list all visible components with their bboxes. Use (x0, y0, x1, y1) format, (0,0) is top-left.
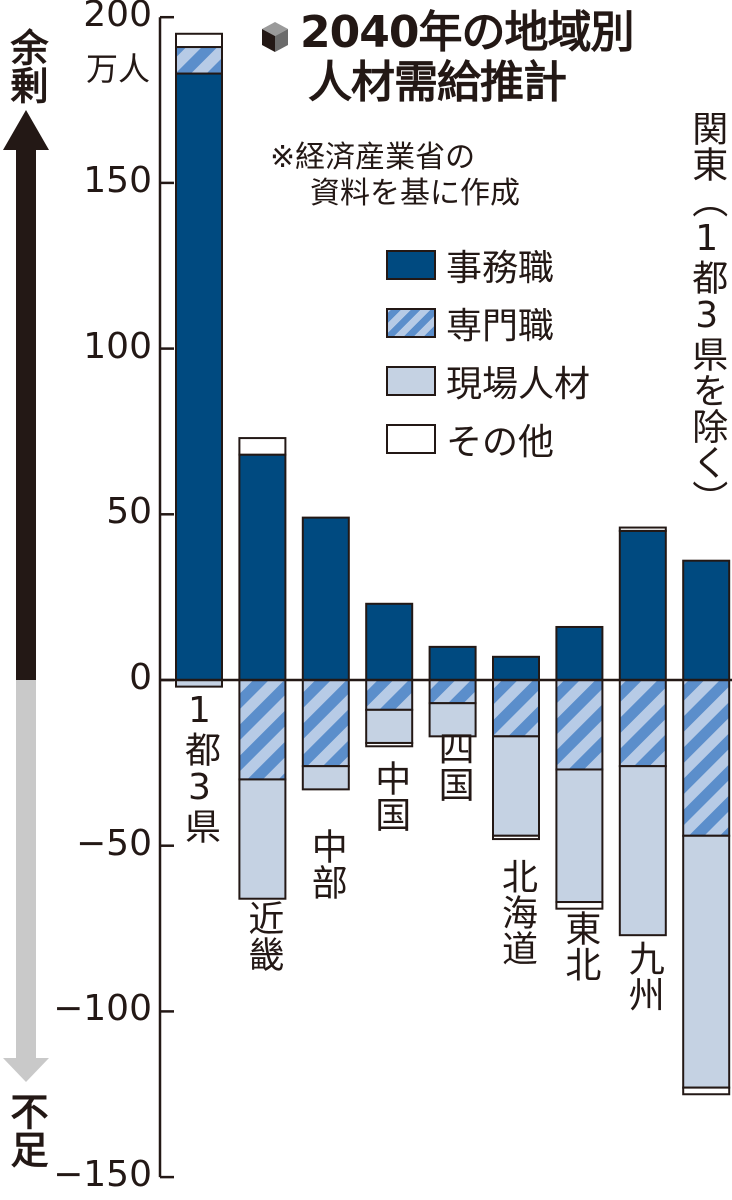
shortage-arrow-icon (3, 680, 49, 1082)
bar-segment (301, 516, 350, 682)
category-label: 四国 (432, 730, 474, 802)
surplus-arrow-icon (3, 110, 49, 680)
field-swatch-icon (386, 366, 436, 396)
bar-segment (175, 32, 223, 49)
category-label: 九州 (622, 940, 664, 1012)
bar-segment (492, 834, 540, 841)
y-axis (158, 15, 174, 1179)
bar-segment (238, 778, 287, 900)
legend-item-field: 現場人材 (386, 352, 590, 410)
bar-segment (492, 655, 540, 682)
specialist-swatch-icon (386, 308, 436, 338)
title-line-1: 2040年の地域別 (300, 7, 634, 58)
office-swatch-icon (386, 250, 436, 280)
bar-segment (618, 765, 667, 937)
bar-group (682, 559, 731, 1096)
y-tick-label: −150 (53, 1154, 152, 1196)
bar-group (238, 437, 287, 900)
surplus-label: 余剰 (4, 28, 48, 104)
bar-segment (555, 768, 604, 904)
bar-segment (618, 526, 667, 532)
legend-item-specialist: 専門職 (386, 294, 590, 352)
bar-group (428, 645, 477, 738)
legend-item-office: 事務職 (386, 236, 590, 294)
bar-segment (365, 741, 414, 748)
y-tick-label: −100 (53, 988, 152, 1030)
bar-segment (301, 765, 350, 791)
y-tick-label: 150 (83, 159, 152, 201)
note-line-2: 資料を基に作成 (310, 176, 520, 211)
bar-segment (682, 834, 731, 1089)
bar-segment (618, 529, 667, 681)
bar-group (175, 32, 223, 688)
category-label: 北海道 (496, 858, 537, 966)
bar-segment (555, 679, 604, 771)
bar-segment (682, 679, 731, 837)
y-tick-label: 50 (106, 491, 152, 533)
shortage-label: 不足 (4, 1092, 48, 1168)
category-label: 中部 (305, 828, 347, 900)
other-swatch-icon (386, 424, 436, 454)
bars (175, 32, 731, 1096)
bar-segment (175, 46, 223, 75)
bar-segment (428, 679, 477, 705)
legend-label: 専門職 (446, 306, 555, 347)
category-label: 関東（1都3県を除く） (686, 110, 728, 516)
bar-segment (492, 735, 540, 837)
category-label: 1都3県 (179, 690, 220, 844)
title-line-2: 人材需給推計 (308, 57, 567, 108)
bar-group (555, 625, 604, 910)
bar-segment (555, 901, 604, 910)
bar-segment (492, 679, 540, 738)
y-tick-label: 200 (83, 0, 152, 36)
bar-segment (365, 708, 414, 744)
bar-segment (428, 645, 477, 681)
legend-label: 現場人材 (446, 364, 591, 405)
bar-segment (238, 437, 287, 456)
legend-item-other: その他 (386, 410, 590, 468)
bar-group (618, 526, 667, 937)
bar-segment (238, 679, 287, 781)
bar-segment (365, 602, 414, 682)
y-tick-label: 100 (83, 325, 152, 367)
category-label: 東北 (559, 910, 601, 982)
bar-segment (555, 625, 604, 682)
bar-group (301, 516, 350, 791)
source-note: ※経済産業省の 資料を基に作成 (270, 140, 520, 212)
bar-group (492, 655, 540, 841)
legend: 事務職 専門職 現場人材 その他 (386, 236, 590, 468)
bar-segment (238, 453, 287, 682)
bar-segment (301, 679, 350, 768)
y-tick-label: 0 (129, 657, 152, 698)
chart-title: 2040年の地域別 人材需給推計 (300, 7, 634, 108)
legend-label: 事務職 (446, 248, 555, 289)
bar-segment (365, 679, 414, 711)
category-label: 近畿 (242, 900, 284, 972)
bar-segment (682, 1086, 731, 1096)
legend-label: その他 (446, 422, 555, 463)
bar-segment (428, 702, 477, 738)
y-tick-label: −50 (76, 822, 152, 864)
category-label: 中国 (369, 760, 411, 832)
bar-group (365, 602, 414, 748)
bar-segment (618, 679, 667, 768)
bar-segment (175, 72, 223, 681)
unit-label: 万人 (86, 50, 151, 88)
cube-icon (262, 22, 288, 52)
bar-segment (682, 559, 731, 681)
note-line-1: ※経済産業省の (270, 140, 476, 175)
